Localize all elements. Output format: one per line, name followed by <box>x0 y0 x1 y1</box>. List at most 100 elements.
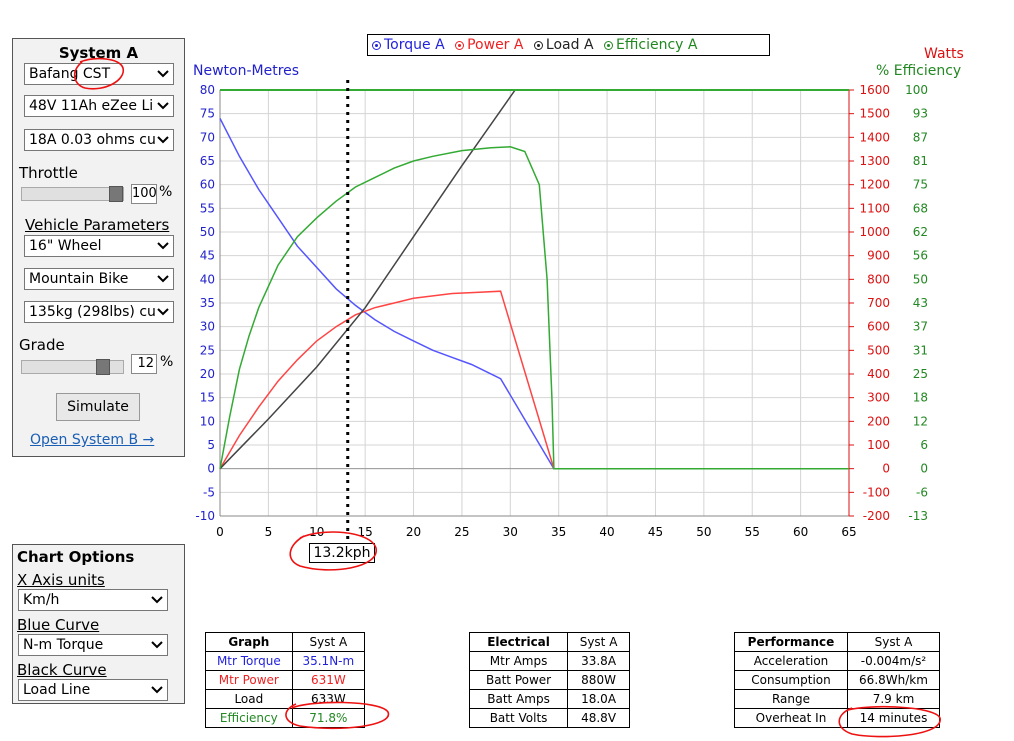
watts-tick-label: 800 <box>867 272 890 286</box>
graph-row-label: Efficiency <box>205 708 293 728</box>
legend-load[interactable]: Load A <box>533 37 594 53</box>
watts-tick-label: 0 <box>882 462 890 476</box>
black-curve-select[interactable]: Load Line <box>18 679 168 701</box>
left-tick-label: 20 <box>200 367 215 381</box>
graph-table-header: Syst A <box>291 632 366 652</box>
chart-legend: Torque A Power A Load A Efficiency A <box>367 34 770 56</box>
efficiency-tick-label: 100 <box>905 83 928 97</box>
left-tick-label: 35 <box>200 296 215 310</box>
left-tick-label: 70 <box>200 130 215 144</box>
weight-select[interactable]: 135kg (298lbs) cu <box>24 301 174 323</box>
legend-power[interactable]: Power A <box>455 37 523 53</box>
radio-dot-icon <box>455 41 465 50</box>
performance-row-label: Consumption <box>734 670 848 690</box>
performance-table-header: Performance <box>734 632 848 652</box>
efficiency-tick-label: 31 <box>913 343 928 357</box>
electrical-row-label: Batt Power <box>468 670 569 690</box>
left-tick-label: 65 <box>200 154 215 168</box>
radio-dot-icon <box>372 41 381 50</box>
x-tick-label: 60 <box>793 525 808 539</box>
x-tick-label: 45 <box>648 525 663 539</box>
table-row: Mtr Amps 33.8A <box>468 651 630 671</box>
chevron-down-icon <box>150 590 164 610</box>
legend-efficiency[interactable]: Efficiency A <box>604 37 697 53</box>
watts-tick-label: 1100 <box>859 201 890 215</box>
watts-tick-label: 1300 <box>859 154 890 168</box>
left-tick-label: 0 <box>207 462 215 476</box>
table-row: Consumption 66.8Wh/km <box>734 670 941 690</box>
x-axis-units-select[interactable]: Km/h <box>18 589 168 611</box>
system-a-title: System A <box>58 44 139 62</box>
efficiency-tick-label: -13 <box>908 509 928 523</box>
throttle-slider[interactable] <box>21 186 124 202</box>
chevron-down-icon <box>156 130 170 150</box>
efficiency-tick-label: 43 <box>913 296 928 310</box>
electrical-table-header: Syst A <box>567 632 630 652</box>
performance-table: Performance Syst A Acceleration -0.004m/s… <box>734 632 941 728</box>
grade-slider-thumb[interactable] <box>96 359 110 375</box>
legend-torque[interactable]: Torque A <box>372 37 445 53</box>
efficiency-tick-label: 25 <box>913 367 928 381</box>
x-tick-label: 5 <box>265 525 273 539</box>
table-row: Mtr Torque 35.1N-m <box>205 651 366 671</box>
blue-curve-select[interactable]: N-m Torque <box>18 634 168 656</box>
battery-select[interactable]: 48V 11Ah eZee Li <box>24 95 174 117</box>
left-tick-label: 10 <box>200 414 215 428</box>
grade-percent-label: % <box>160 354 174 370</box>
graph-row-label: Mtr Power <box>205 670 293 690</box>
table-row: Batt Volts 48.8V <box>468 708 630 728</box>
left-tick-label: 55 <box>200 201 215 215</box>
chart-options-panel: Chart Options X Axis units Km/h Blue Cur… <box>12 544 185 704</box>
grade-slider[interactable] <box>21 359 124 375</box>
blue-curve-label: Blue Curve <box>17 616 100 634</box>
chevron-down-icon <box>156 96 170 116</box>
chart-grid <box>219 89 850 517</box>
simulate-button[interactable]: Simulate <box>56 393 140 421</box>
watts-tick-label: 400 <box>867 367 890 381</box>
legend-torque-label: Torque A <box>384 37 445 53</box>
performance-row-value: 14 minutes <box>846 708 941 728</box>
x-tick-label: 25 <box>454 525 469 539</box>
performance-chart[interactable]: 0 5 10 15 20 25 30 35 40 45 50 55 60 65-10 -200 -13-5 -1… <box>0 0 1014 600</box>
efficiency-tick-label: 68 <box>913 201 928 215</box>
watts-tick-label: 600 <box>867 320 890 334</box>
throttle-slider-thumb[interactable] <box>109 186 123 202</box>
open-system-b-link[interactable]: Open System B → <box>30 432 155 448</box>
left-axis-title: Newton-Metres <box>193 63 300 79</box>
bike-type-select[interactable]: Mountain Bike <box>24 268 174 290</box>
watts-tick-label: 1400 <box>859 130 890 144</box>
performance-row-value: 66.8Wh/km <box>846 670 941 690</box>
left-tick-label: 25 <box>200 343 215 357</box>
efficiency-tick-label: 50 <box>913 272 928 286</box>
throttle-percent-label: % <box>159 184 173 200</box>
table-row: Batt Amps 18.0A <box>468 689 630 709</box>
grade-input[interactable]: 12 <box>131 354 157 374</box>
wheel-select[interactable]: 16" Wheel <box>24 235 174 257</box>
left-tick-label: 80 <box>200 83 215 97</box>
black-curve-value: Load Line <box>23 682 91 698</box>
graph-row-value: 35.1N-m <box>291 651 366 671</box>
controller-select[interactable]: 18A 0.03 ohms cu <box>24 129 174 151</box>
table-row: Batt Power 880W <box>468 670 630 690</box>
watts-tick-label: -100 <box>863 485 890 499</box>
x-tick-label: 55 <box>745 525 760 539</box>
system-a-panel: System A Bafang CST 48V 11Ah eZee Li 18A… <box>12 38 185 457</box>
legend-efficiency-label: Efficiency A <box>616 37 698 53</box>
throttle-input[interactable]: 100 <box>131 184 157 204</box>
performance-row-value: -0.004m/s² <box>846 651 941 671</box>
x-tick-label: 50 <box>696 525 711 539</box>
x-tick-label: 30 <box>503 525 518 539</box>
chart-ticks: 0 5 10 15 20 25 30 35 40 45 50 55 60 65-10 -200 -13-5 -1… <box>195 83 928 539</box>
series-power-a-line <box>219 290 849 470</box>
left-tick-label: 15 <box>200 391 215 405</box>
electrical-table-header: Electrical <box>468 632 569 652</box>
x-tick-label: 0 <box>216 525 224 539</box>
series-torque-a-line <box>219 118 849 470</box>
graph-row-label: Mtr Torque <box>205 651 293 671</box>
x-axis-units-value: Km/h <box>23 592 60 608</box>
vehicle-parameters-label: Vehicle Parameters <box>25 216 170 234</box>
chevron-down-icon <box>150 635 164 655</box>
chart-options-title: Chart Options <box>17 548 135 566</box>
electrical-row-label: Mtr Amps <box>468 651 569 671</box>
graph-row-value: 71.8% <box>291 708 366 728</box>
